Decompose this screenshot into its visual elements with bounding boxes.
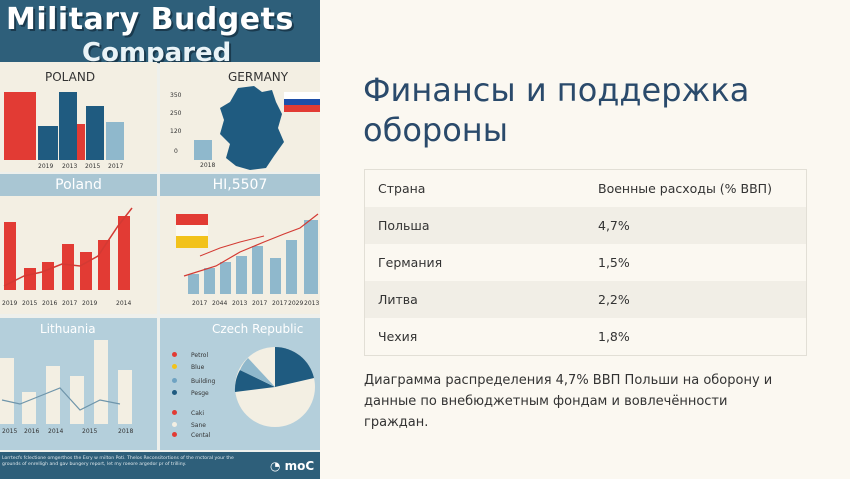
legend-item: Pesge: [172, 390, 209, 397]
infographic-title: Military Budgets: [6, 2, 294, 37]
poland-trend-year: 2019: [2, 300, 18, 307]
germany-axis-label: 250: [170, 110, 182, 117]
growth-chart: [183, 213, 319, 294]
poland-trend-year: 2014: [116, 300, 132, 307]
germany-axis-label: 0: [174, 148, 178, 155]
growth-year: 2017: [192, 300, 208, 307]
lithuania-panel: Lithuania 2015 2016 2014 2015 2018: [0, 318, 157, 450]
lithuania-year: 2018: [118, 428, 134, 435]
table-cell-value: 4,7%: [598, 218, 630, 233]
legend-item: Sane: [172, 422, 206, 429]
military-budgets-infographic: Military Budgets Compared POLAND 2019 20…: [0, 0, 320, 479]
germany-axis-label: 120: [170, 128, 182, 135]
poland-bar: [59, 92, 77, 160]
table-cell-country: Германия: [378, 255, 443, 270]
lithuania-year: 2016: [24, 428, 40, 435]
table-row: Польша 4,7%: [365, 207, 806, 244]
poland-trend-year: 2016: [42, 300, 58, 307]
growth-year: 2017: [272, 300, 288, 307]
table-cell-country: Чехия: [378, 329, 418, 344]
germany-year-label: 2018: [200, 162, 216, 169]
section-band-poland: Poland: [0, 174, 157, 196]
germany-panel-title: GERMANY: [228, 70, 289, 84]
table-row: Литва 2,2%: [365, 281, 806, 318]
infographic-footer: Lorrtecfs fclectione omgerthos the Esry …: [0, 452, 320, 479]
poland-bars: [4, 90, 134, 160]
poland-trend-year: 2015: [22, 300, 38, 307]
flag-icon: [176, 214, 208, 248]
lithuania-chart: [0, 340, 132, 424]
section-band-right: HI,5507: [160, 174, 320, 196]
poland-bar: [106, 122, 124, 160]
defense-spending-table: Страна Военные расходы (% ВВП) Польша 4,…: [364, 169, 807, 356]
poland-year-label: 2015: [85, 163, 101, 170]
table-header-cell: Страна: [378, 181, 426, 196]
poland-year-label: 2017: [108, 163, 124, 170]
lithuania-year: 2014: [48, 428, 64, 435]
lithuania-year: 2015: [82, 428, 98, 435]
table-row: Чехия 1,8%: [365, 318, 806, 355]
footer-brand-logo: ◔ moC: [270, 459, 315, 473]
growth-panel: 2017 2044 2013 2017 2017 2029 2013: [160, 196, 320, 314]
table-cell-value: 1,5%: [598, 255, 630, 270]
table-header-cell: Военные расходы (% ВВП): [598, 181, 772, 196]
brand-icon: ◔: [270, 459, 281, 473]
poland-bar: [77, 124, 85, 160]
slide-caption: Диаграмма распределения 4,7% ВВП Польши …: [364, 373, 773, 430]
table-cell-value: 2,2%: [598, 292, 630, 307]
table-cell-value: 1,8%: [598, 329, 630, 344]
czech-panel-title: Czech Republic: [212, 322, 304, 336]
poland-bar-panel: POLAND 2019 2013 2015 2017: [0, 62, 157, 172]
poland-year-label: 2013: [62, 163, 78, 170]
poland-bar: [86, 106, 104, 160]
flag-icon: [284, 92, 320, 112]
footer-text: Lorrtecfs fclectione omgerthos the Esry …: [2, 456, 234, 467]
czech-pie-chart: [234, 347, 315, 427]
poland-trend-year: 2019: [82, 300, 98, 307]
legend-item: Blue: [172, 364, 204, 371]
legend-item: Cental: [172, 432, 210, 439]
growth-year: 2013: [232, 300, 248, 307]
poland-panel-title: POLAND: [45, 70, 96, 84]
growth-year: 2029: [288, 300, 304, 307]
table-row: Германия 1,5%: [365, 244, 806, 281]
slide-heading: Финансы и поддержка обороны: [363, 71, 750, 149]
germany-panel: GERMANY 350 250 120 0 2018: [160, 62, 320, 172]
poland-bar: [38, 126, 58, 160]
poland-trend-year: 2017: [62, 300, 78, 307]
poland-trend-chart: [3, 207, 133, 290]
germany-map-icon: [220, 86, 284, 170]
growth-year: 2044: [212, 300, 228, 307]
poland-year-label: 2019: [38, 163, 54, 170]
legend-item: Building: [172, 378, 215, 385]
poland-line-panel: 2019 2015 2016 2017 2019 2014: [0, 196, 157, 314]
table-header-row: Страна Военные расходы (% ВВП): [365, 170, 806, 207]
legend-item: Petrol: [172, 352, 208, 359]
infographic-banner: Military Budgets Compared: [0, 0, 320, 68]
poland-bar: [4, 92, 36, 160]
lithuania-year: 2015: [2, 428, 18, 435]
table-cell-country: Польша: [378, 218, 430, 233]
czech-panel: Czech Republic Petrol Blue Building Pesg…: [160, 318, 320, 450]
germany-bar: [194, 140, 212, 160]
germany-axis-label: 350: [170, 92, 182, 99]
legend-item: Caki: [172, 410, 204, 417]
table-cell-country: Литва: [378, 292, 418, 307]
lithuania-panel-title: Lithuania: [40, 322, 96, 336]
growth-year: 2013: [304, 300, 320, 307]
growth-year: 2017: [252, 300, 268, 307]
